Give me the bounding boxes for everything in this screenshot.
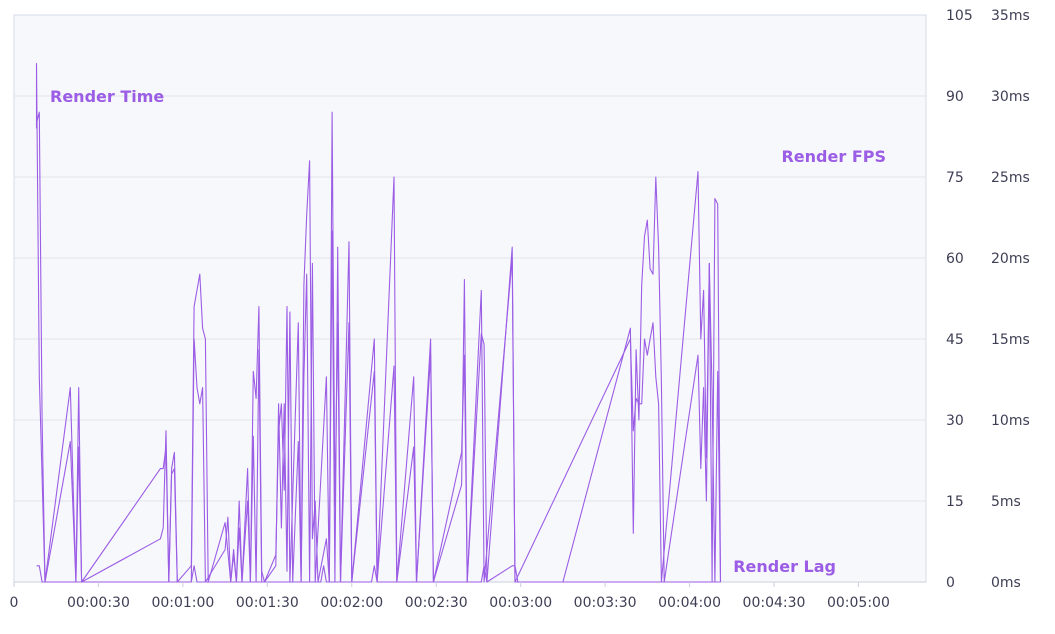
x-tick-label: 00:02:30 bbox=[405, 595, 468, 611]
render-fps-label: Render FPS bbox=[781, 147, 886, 166]
y-fps-tick-label: 75 bbox=[946, 170, 964, 186]
y-ms-tick-label: 15ms bbox=[991, 332, 1030, 348]
x-tick-label: 00:03:00 bbox=[489, 595, 552, 611]
y-ms-tick-label: 25ms bbox=[991, 170, 1030, 186]
series-lines bbox=[35, 63, 722, 583]
x-tick-label: 00:03:30 bbox=[574, 595, 637, 611]
x-tick-label: 00:04:30 bbox=[743, 595, 806, 611]
axis-ticks: 0 00:00:30 00:01:00 00:01:30 00:02:00 00:02:3… bbox=[10, 8, 1030, 611]
y-ms-tick-label: 30ms bbox=[991, 89, 1030, 105]
y-fps-tick-label: 60 bbox=[946, 251, 964, 267]
y-ms-tick-label: 20ms bbox=[991, 251, 1030, 267]
render-lag-line bbox=[36, 565, 721, 583]
render-lag-label: Render Lag bbox=[733, 557, 836, 576]
x-tick-label: 00:01:30 bbox=[236, 595, 299, 611]
y-fps-tick-label: 45 bbox=[946, 332, 964, 348]
x-tick-label: 00:05:00 bbox=[827, 595, 890, 611]
render-time-label: Render Time bbox=[50, 87, 164, 106]
x-tick-label: 00:02:00 bbox=[320, 595, 383, 611]
y-fps-tick-label: 105 bbox=[946, 8, 973, 24]
x-tick-label: 00:01:00 bbox=[151, 595, 214, 611]
y-ms-tick-label: 0ms bbox=[991, 575, 1021, 591]
y-fps-tick-label: 15 bbox=[946, 494, 964, 510]
x-tick-label: 0 bbox=[10, 595, 19, 611]
y-ms-tick-label: 5ms bbox=[991, 494, 1021, 510]
plot-area-background bbox=[13, 14, 927, 583]
y-ms-tick-label: 10ms bbox=[991, 413, 1030, 429]
x-tick-label: 00:00:30 bbox=[67, 595, 130, 611]
series-labels: Render Time Render FPS Render Lag bbox=[50, 87, 886, 576]
y-fps-tick-label: 90 bbox=[946, 89, 964, 105]
render-fps-line bbox=[35, 111, 722, 583]
y-fps-tick-label: 30 bbox=[946, 413, 964, 429]
x-tick-label: 00:04:00 bbox=[658, 595, 721, 611]
y-fps-tick-label: 0 bbox=[946, 575, 955, 591]
y-ms-tick-label: 35ms bbox=[991, 8, 1030, 24]
